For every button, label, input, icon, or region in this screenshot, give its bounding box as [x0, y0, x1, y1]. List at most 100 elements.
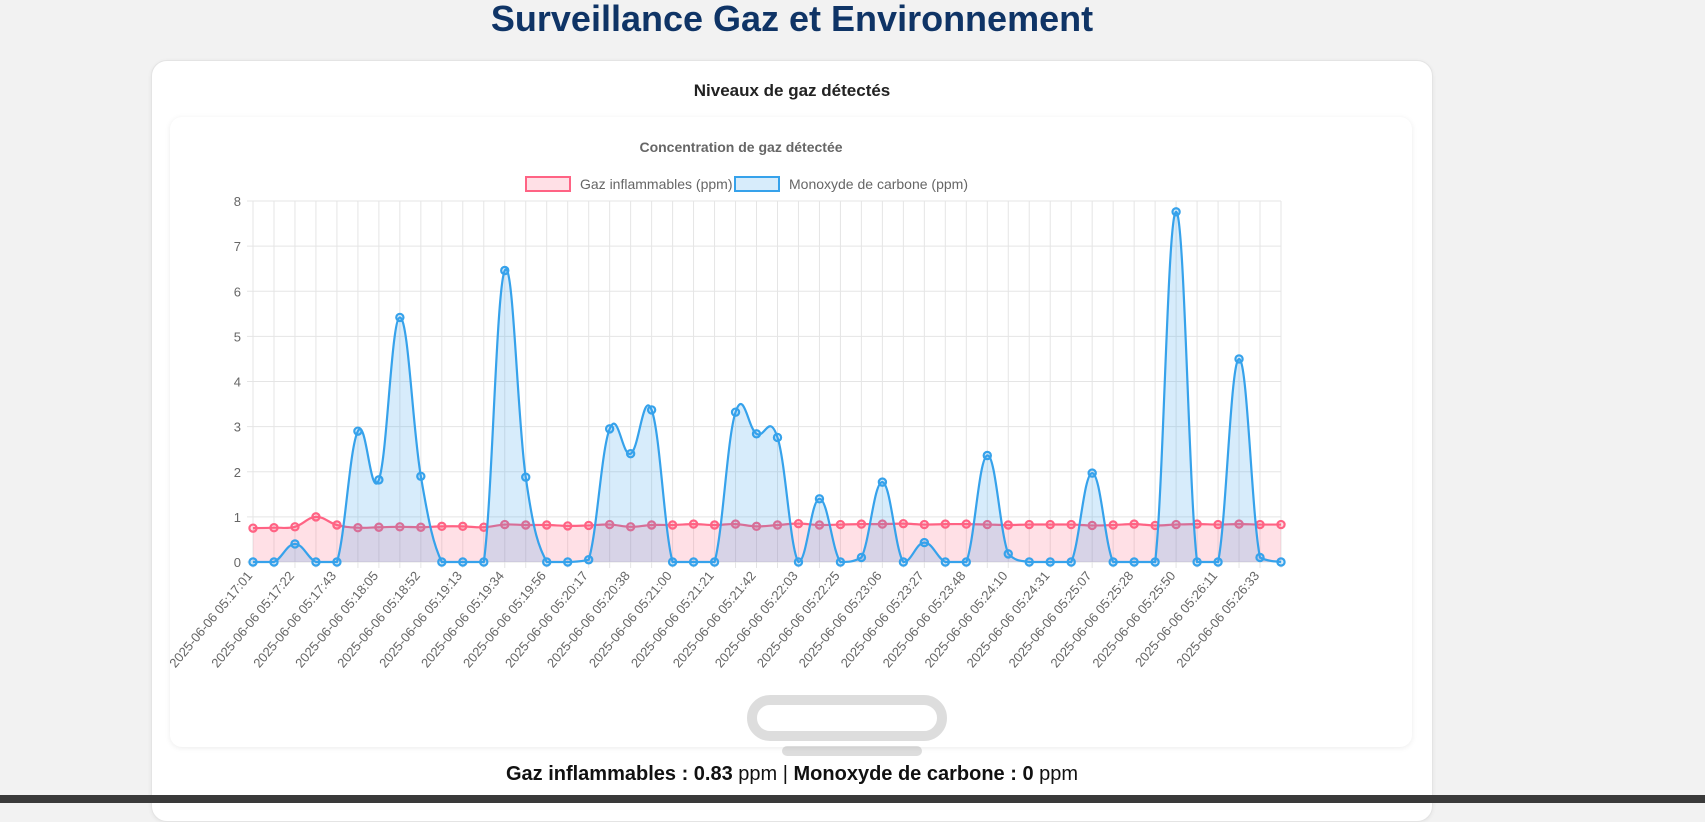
- data-point[interactable]: [877, 477, 888, 487]
- legend-item[interactable]: Monoxyde de carbone (ppm): [734, 176, 968, 192]
- data-point[interactable]: [311, 512, 321, 522]
- data-point[interactable]: [290, 539, 300, 549]
- data-point[interactable]: [709, 557, 720, 567]
- data-point[interactable]: [625, 449, 636, 459]
- data-point[interactable]: [982, 450, 992, 461]
- data-point[interactable]: [646, 405, 657, 415]
- data-point[interactable]: [772, 432, 783, 443]
- data-point[interactable]: [919, 537, 930, 548]
- data-point[interactable]: [1024, 557, 1034, 567]
- data-point[interactable]: [562, 557, 573, 567]
- data-point[interactable]: [898, 518, 909, 529]
- data-point[interactable]: [416, 522, 426, 532]
- data-point[interactable]: [542, 520, 552, 530]
- data-point[interactable]: [374, 475, 384, 485]
- data-point[interactable]: [1255, 552, 1265, 563]
- data-point[interactable]: [688, 557, 699, 567]
- data-point[interactable]: [667, 557, 678, 567]
- data-point[interactable]: [772, 520, 783, 530]
- data-point[interactable]: [395, 312, 405, 323]
- data-point[interactable]: [1066, 557, 1076, 567]
- data-point[interactable]: [835, 519, 846, 530]
- data-point[interactable]: [667, 520, 678, 530]
- data-point[interactable]: [1045, 557, 1055, 567]
- data-point[interactable]: [437, 557, 447, 567]
- data-point[interactable]: [562, 521, 573, 531]
- data-point[interactable]: [1003, 549, 1013, 559]
- data-point[interactable]: [248, 523, 258, 533]
- data-point[interactable]: [1045, 519, 1055, 530]
- data-point[interactable]: [290, 522, 300, 532]
- data-point[interactable]: [479, 557, 489, 567]
- data-point[interactable]: [856, 519, 867, 529]
- data-point[interactable]: [793, 557, 804, 567]
- data-point[interactable]: [814, 520, 825, 530]
- data-point[interactable]: [940, 519, 951, 529]
- data-point[interactable]: [1213, 519, 1223, 530]
- data-point[interactable]: [835, 557, 846, 567]
- data-point[interactable]: [542, 557, 552, 567]
- data-point[interactable]: [311, 557, 321, 567]
- data-point[interactable]: [1129, 519, 1139, 529]
- data-point[interactable]: [1171, 207, 1181, 217]
- data-point[interactable]: [1024, 519, 1034, 530]
- data-point[interactable]: [458, 521, 468, 532]
- data-point[interactable]: [919, 519, 930, 530]
- data-point[interactable]: [332, 557, 342, 567]
- chart-legend[interactable]: Gaz inflammables (ppm) Monoxyde de carbon…: [525, 176, 968, 192]
- data-point[interactable]: [437, 521, 447, 532]
- data-point[interactable]: [604, 519, 615, 530]
- data-point[interactable]: [353, 426, 363, 436]
- data-point[interactable]: [688, 519, 699, 529]
- data-point[interactable]: [1087, 520, 1097, 531]
- data-point[interactable]: [730, 407, 741, 417]
- data-point[interactable]: [1087, 468, 1097, 478]
- data-point[interactable]: [877, 519, 888, 529]
- legend-item[interactable]: Gaz inflammables (ppm): [525, 176, 733, 192]
- data-point[interactable]: [709, 520, 720, 530]
- data-point[interactable]: [961, 519, 972, 529]
- data-point[interactable]: [1255, 519, 1265, 530]
- data-point[interactable]: [1234, 519, 1244, 529]
- data-point[interactable]: [269, 523, 279, 533]
- data-point[interactable]: [898, 557, 909, 567]
- data-point[interactable]: [500, 519, 510, 530]
- data-point[interactable]: [521, 472, 531, 482]
- data-point[interactable]: [793, 518, 804, 529]
- data-point[interactable]: [982, 519, 992, 530]
- data-point[interactable]: [521, 520, 531, 530]
- data-point[interactable]: [814, 494, 825, 504]
- data-point[interactable]: [751, 521, 762, 532]
- gas-concentration-chart[interactable]: Concentration de gaz détectée Gaz inflam…: [170, 117, 1412, 747]
- data-point[interactable]: [1276, 519, 1286, 530]
- data-point[interactable]: [1234, 354, 1244, 364]
- data-point[interactable]: [1108, 557, 1118, 567]
- data-point[interactable]: [1108, 520, 1118, 530]
- data-point[interactable]: [500, 265, 510, 276]
- data-point[interactable]: [646, 520, 657, 530]
- data-point[interactable]: [1150, 557, 1160, 567]
- data-point[interactable]: [1003, 520, 1013, 530]
- data-point[interactable]: [583, 555, 594, 565]
- data-point[interactable]: [1171, 519, 1181, 530]
- data-point[interactable]: [1276, 557, 1286, 567]
- data-point[interactable]: [856, 552, 867, 563]
- data-point[interactable]: [1213, 557, 1223, 567]
- data-point[interactable]: [248, 557, 258, 567]
- data-point[interactable]: [1192, 557, 1202, 567]
- data-point[interactable]: [625, 522, 636, 532]
- data-point[interactable]: [961, 557, 972, 567]
- data-point[interactable]: [332, 520, 342, 530]
- data-point[interactable]: [583, 520, 594, 531]
- data-point[interactable]: [374, 522, 384, 532]
- data-point[interactable]: [604, 424, 615, 434]
- data-point[interactable]: [416, 471, 426, 481]
- data-point[interactable]: [751, 429, 762, 439]
- data-point[interactable]: [1066, 519, 1076, 530]
- data-point[interactable]: [1129, 557, 1139, 567]
- data-point[interactable]: [940, 557, 951, 567]
- data-point[interactable]: [458, 557, 468, 567]
- data-point[interactable]: [269, 557, 279, 567]
- data-point[interactable]: [395, 522, 405, 532]
- data-point[interactable]: [730, 519, 741, 529]
